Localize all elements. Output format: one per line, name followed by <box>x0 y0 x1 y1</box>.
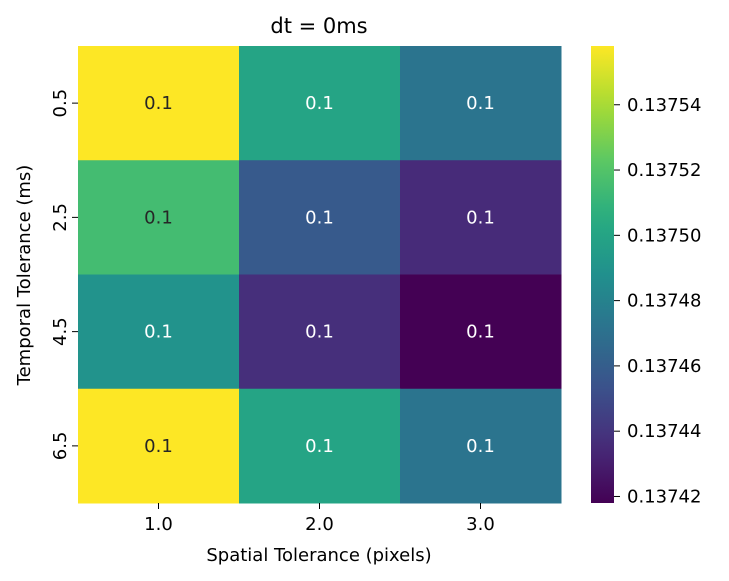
y-axis-label: Temporal Tolerance (ms) <box>14 165 35 387</box>
heatmap-cell <box>239 274 401 390</box>
colorbar-gradient <box>591 46 614 503</box>
x-axis-label: Spatial Tolerance (pixels) <box>206 545 431 566</box>
heatmap-cell <box>239 388 401 504</box>
heatmap-cell <box>400 388 562 504</box>
colorbar-tick-label: 0.13746 <box>627 356 701 377</box>
cell-annotations: 0.1 0.1 0.1 0.1 0.1 0.1 0.1 0.1 0.1 0.1 0.1 0.1 <box>144 93 495 457</box>
colorbar-tick-label: 0.13748 <box>627 291 701 312</box>
cell-annotation: 0.1 <box>305 322 334 343</box>
x-axis: 1.0 2.0 3.0 <box>144 503 495 535</box>
cell-annotation: 0.1 <box>466 436 495 457</box>
heatmap-cell <box>239 160 401 275</box>
cell-annotation: 0.1 <box>466 322 495 343</box>
heatmap-cell <box>78 46 240 161</box>
colorbar-tick-label: 0.13742 <box>627 486 701 507</box>
cell-annotation: 0.1 <box>144 207 173 228</box>
heatmap-cell <box>400 160 562 275</box>
x-tick-label: 3.0 <box>466 514 495 535</box>
cell-annotation: 0.1 <box>305 207 334 228</box>
colorbar-tick-label: 0.13752 <box>627 160 701 181</box>
heatmap-cells <box>78 46 562 504</box>
y-tick-label: 2.5 <box>50 203 71 232</box>
y-tick-label: 0.5 <box>50 89 71 118</box>
heatmap-cell <box>78 160 240 275</box>
cell-annotation: 0.1 <box>305 93 334 114</box>
heatmap-cell <box>78 274 240 390</box>
colorbar-tick-label: 0.13744 <box>627 421 701 442</box>
heatmap-cell <box>400 274 562 390</box>
x-tick-label: 1.0 <box>144 514 173 535</box>
heatmap-cell <box>239 46 401 161</box>
cell-annotation: 0.1 <box>144 436 173 457</box>
y-tick-label: 6.5 <box>50 432 71 461</box>
colorbar-tick-label: 0.13750 <box>627 225 701 246</box>
y-tick-label: 4.5 <box>50 317 71 346</box>
cell-annotation: 0.1 <box>305 436 334 457</box>
x-tick-label: 2.0 <box>305 514 334 535</box>
cell-annotation: 0.1 <box>466 207 495 228</box>
colorbar-tick-label: 0.13754 <box>627 95 701 116</box>
heatmap-cell <box>78 388 240 504</box>
colorbar: 0.13742 0.13744 0.13746 0.13748 0.13750 0.137… <box>591 46 701 507</box>
heatmap-cell <box>400 46 562 161</box>
cell-annotation: 0.1 <box>466 93 495 114</box>
chart-title: dt = 0ms <box>270 14 367 38</box>
cell-annotation: 0.1 <box>144 93 173 114</box>
y-axis: 0.5 2.5 4.5 6.5 <box>50 89 78 460</box>
cell-annotation: 0.1 <box>144 322 173 343</box>
